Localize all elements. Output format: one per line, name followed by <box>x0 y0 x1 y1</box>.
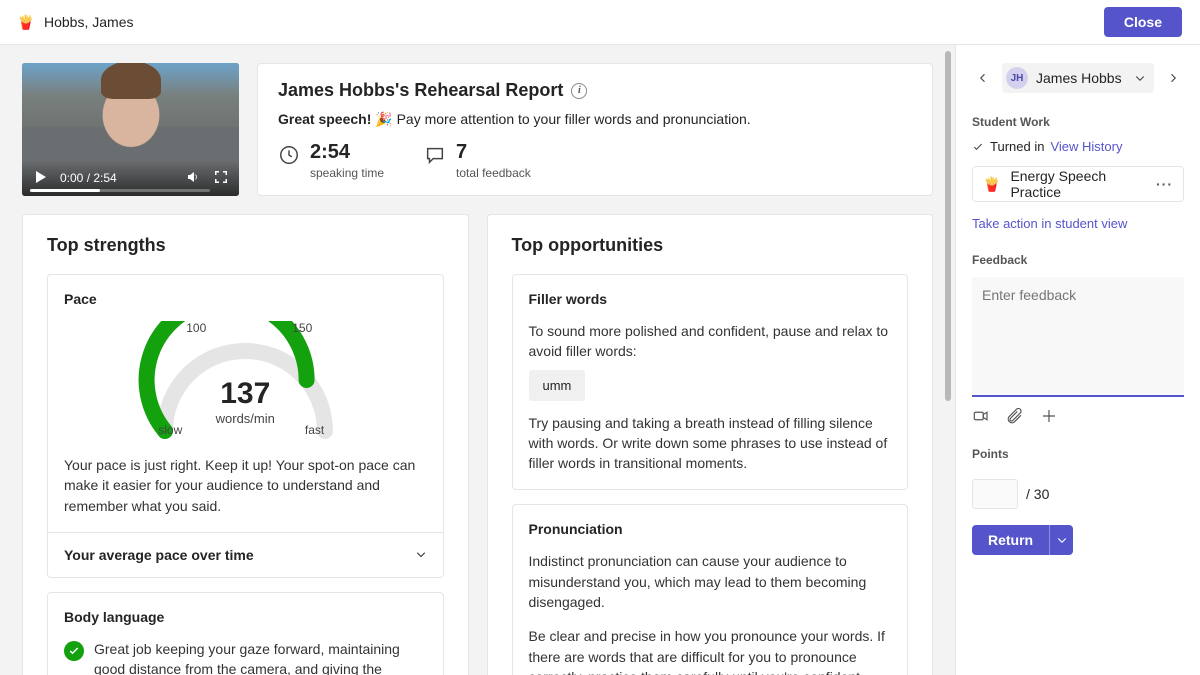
points-input[interactable] <box>972 479 1018 509</box>
close-button[interactable]: Close <box>1104 7 1182 37</box>
check-icon <box>972 141 984 153</box>
clock-icon <box>278 144 300 169</box>
celebrate-icon: 🎉 <box>375 111 392 127</box>
report-title: James Hobbs's Rehearsal Report <box>278 80 563 101</box>
student-selector[interactable]: JH James Hobbs <box>1002 63 1154 93</box>
return-button[interactable]: Return <box>972 525 1049 555</box>
prev-student-button[interactable] <box>972 64 994 92</box>
summary-bold: Great speech! <box>278 111 371 127</box>
report-header-card: James Hobbs's Rehearsal Report i Great s… <box>257 63 933 196</box>
filler-intro: To sound more polished and confident, pa… <box>529 321 892 362</box>
gauge-low-tick: 100 <box>186 321 206 335</box>
body-language-title: Body language <box>64 609 427 625</box>
pace-text: Your pace is just right. Keep it up! You… <box>64 455 427 516</box>
filler-tip: Try pausing and taking a breath instead … <box>529 413 892 474</box>
speaking-time-value: 2:54 <box>310 140 384 164</box>
check-icon <box>64 641 84 661</box>
assignment-icon: 🍟 <box>983 176 1000 193</box>
filler-card: Filler words To sound more polished and … <box>512 274 909 490</box>
filler-chip: umm <box>529 370 586 401</box>
points-label: Points <box>972 447 1184 461</box>
feedback-input[interactable] <box>972 277 1184 397</box>
pace-expand-row[interactable]: Your average pace over time <box>48 532 443 577</box>
rehearsal-video[interactable]: 0:00 / 2:54 <box>22 63 239 196</box>
filler-title: Filler words <box>529 291 892 307</box>
feedback-count-label: total feedback <box>456 166 531 180</box>
return-dropdown-button[interactable] <box>1049 525 1073 555</box>
video-time: 0:00 / 2:54 <box>60 171 117 185</box>
more-icon[interactable]: ··· <box>1156 176 1173 192</box>
student-name-header: Hobbs, James <box>44 14 133 30</box>
pace-card: Pace 100 150 slow fast 137 words/min <box>47 274 444 578</box>
volume-icon[interactable] <box>185 169 201 188</box>
scrollbar[interactable] <box>945 51 951 401</box>
assignment-row[interactable]: 🍟 Energy Speech Practice ··· <box>972 166 1184 202</box>
summary-text: Pay more attention to your filler words … <box>397 111 751 127</box>
strengths-column: Top strengths Pace 100 150 slow fast 1 <box>22 214 469 675</box>
pronunciation-title: Pronunciation <box>529 521 892 537</box>
pace-expand-label: Your average pace over time <box>64 547 254 563</box>
speaking-time-label: speaking time <box>310 166 384 180</box>
avatar: JH <box>1006 67 1028 89</box>
chevron-down-icon <box>1134 72 1146 84</box>
assignment-name: Energy Speech Practice <box>1010 168 1146 200</box>
turned-in-label: Turned in <box>990 139 1044 154</box>
pronunciation-card: Pronunciation Indistinct pronunciation c… <box>512 504 909 675</box>
pronunciation-p2: Be clear and precise in how you pronounc… <box>529 626 892 675</box>
fullscreen-icon[interactable] <box>213 169 229 188</box>
gauge-unit: words/min <box>130 411 360 426</box>
strengths-title: Top strengths <box>47 235 444 256</box>
feedback-count-value: 7 <box>456 140 531 164</box>
add-icon[interactable] <box>1040 407 1058 425</box>
assignment-icon: 🍟 <box>18 14 34 30</box>
chevron-down-icon <box>415 549 427 561</box>
gauge-value: 137 <box>130 377 360 411</box>
pronunciation-p1: Indistinct pronunciation can cause your … <box>529 551 892 612</box>
opportunities-column: Top opportunities Filler words To sound … <box>487 214 934 675</box>
play-icon[interactable] <box>32 169 48 188</box>
body-language-text: Great job keeping your gaze forward, mai… <box>94 639 427 675</box>
next-student-button[interactable] <box>1162 64 1184 92</box>
video-attach-icon[interactable] <box>972 407 990 425</box>
attach-icon[interactable] <box>1006 407 1024 425</box>
take-action-link[interactable]: Take action in student view <box>972 216 1184 231</box>
student-name-sidebar: James Hobbs <box>1036 70 1122 86</box>
opportunities-title: Top opportunities <box>512 235 909 256</box>
feedback-label: Feedback <box>972 253 1184 267</box>
view-history-link[interactable]: View History <box>1050 139 1122 154</box>
gauge-high-tick: 150 <box>292 321 312 335</box>
points-total: / 30 <box>1026 486 1049 502</box>
pace-card-title: Pace <box>64 291 427 307</box>
comment-icon <box>424 144 446 169</box>
body-language-card: Body language Great job keeping your gaz… <box>47 592 444 675</box>
info-icon[interactable]: i <box>571 83 587 99</box>
student-work-label: Student Work <box>972 115 1184 129</box>
